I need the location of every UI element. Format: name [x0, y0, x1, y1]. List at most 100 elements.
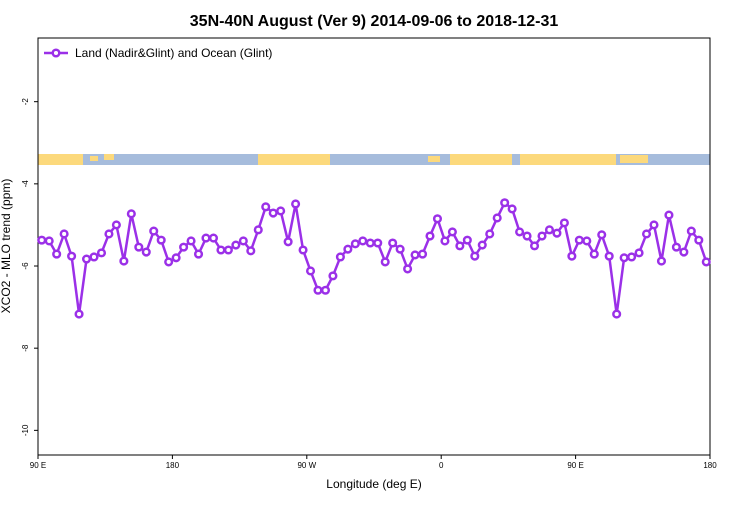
data-point [410, 250, 420, 260]
data-point [305, 266, 316, 276]
data-point [350, 239, 360, 249]
data-point [126, 209, 136, 219]
data-point [111, 220, 121, 230]
data-point [208, 233, 219, 243]
data-point [104, 229, 114, 239]
map-strip [38, 154, 710, 165]
x-tick-label: 180 [166, 461, 180, 470]
x-tick-label: 90 W [297, 461, 316, 470]
y-tick-label: -6 [21, 262, 30, 270]
data-point [559, 218, 569, 228]
data-point [604, 251, 614, 261]
data-point [59, 229, 69, 239]
data-point [164, 257, 174, 267]
legend-box [39, 43, 279, 63]
data-point [589, 249, 599, 259]
data-point [522, 231, 532, 241]
data-point [223, 245, 233, 255]
data-point [686, 226, 696, 236]
data-point [477, 240, 487, 250]
data-point [470, 251, 480, 261]
data-point [276, 206, 286, 216]
data-point [380, 257, 390, 267]
data-point [537, 231, 547, 241]
data-point [37, 235, 47, 245]
data-point [679, 247, 689, 257]
data-point [373, 238, 383, 248]
x-tick-label: 90 E [30, 461, 46, 470]
data-point [627, 252, 637, 262]
data-point [388, 238, 398, 248]
data-point [52, 249, 62, 259]
data-point [328, 271, 338, 281]
data-point [134, 242, 144, 252]
chart-title: 35N-40N August (Ver 9) 2014-09-06 to 201… [190, 13, 559, 30]
data-point [238, 236, 248, 246]
data-point [507, 204, 517, 214]
y-tick-label: -8 [21, 344, 30, 352]
data-point [253, 225, 263, 235]
x-tick-label: 0 [439, 461, 444, 470]
data-point [597, 230, 607, 240]
data-point [671, 242, 681, 252]
data-point [74, 309, 84, 319]
x-tick-label: 180 [703, 461, 717, 470]
data-point [447, 227, 457, 237]
data-point [574, 235, 584, 245]
data-point [641, 229, 652, 239]
data-point [358, 236, 368, 246]
data-point [619, 253, 629, 263]
plot-frame [37, 37, 711, 456]
data-point [582, 236, 592, 246]
data-point [67, 251, 77, 261]
data-point [432, 214, 443, 224]
data-point [649, 220, 659, 230]
data-point [440, 236, 450, 246]
data-point [343, 244, 353, 254]
data-point [96, 248, 107, 258]
data-point [231, 240, 241, 250]
data-point [119, 256, 129, 266]
data-point [694, 235, 704, 245]
data-point [298, 245, 308, 255]
data-point [283, 237, 293, 247]
data-point [544, 225, 555, 235]
data-point [395, 244, 405, 254]
data-point [365, 238, 375, 248]
data-point [149, 226, 159, 236]
data-point [44, 236, 54, 246]
legend-marker [51, 48, 61, 58]
data-point [552, 228, 562, 238]
data-point [141, 247, 151, 257]
data-point [171, 253, 181, 263]
data-point [529, 241, 540, 251]
data-point [485, 229, 495, 239]
data-point [201, 233, 211, 243]
x-tick-label: 90 E [567, 461, 583, 470]
y-tick-label: -2 [21, 98, 30, 106]
data-point [515, 227, 525, 237]
legend-label: Land (Nadir&Glint) and Ocean (Glint) [75, 46, 272, 60]
data-point [261, 202, 271, 212]
data-point [492, 213, 502, 223]
data-point [664, 210, 674, 220]
data-point [455, 241, 465, 251]
data-point [656, 256, 667, 266]
data-point [320, 285, 331, 295]
data-point [462, 235, 472, 245]
y-axis-label: XCO2 - MLO trend (ppm) [0, 179, 13, 314]
data-point [89, 252, 99, 262]
data-point [417, 249, 428, 259]
x-axis-label: Longitude (deg E) [326, 477, 421, 491]
data-point [156, 235, 166, 245]
data-point [425, 231, 435, 241]
data-point [291, 199, 301, 209]
data-point [313, 285, 323, 295]
data-point [612, 309, 622, 319]
data-point [81, 254, 92, 264]
data-point [268, 208, 278, 218]
y-tick-label: -4 [21, 180, 30, 188]
data-point [500, 198, 510, 208]
data-point [186, 236, 196, 246]
